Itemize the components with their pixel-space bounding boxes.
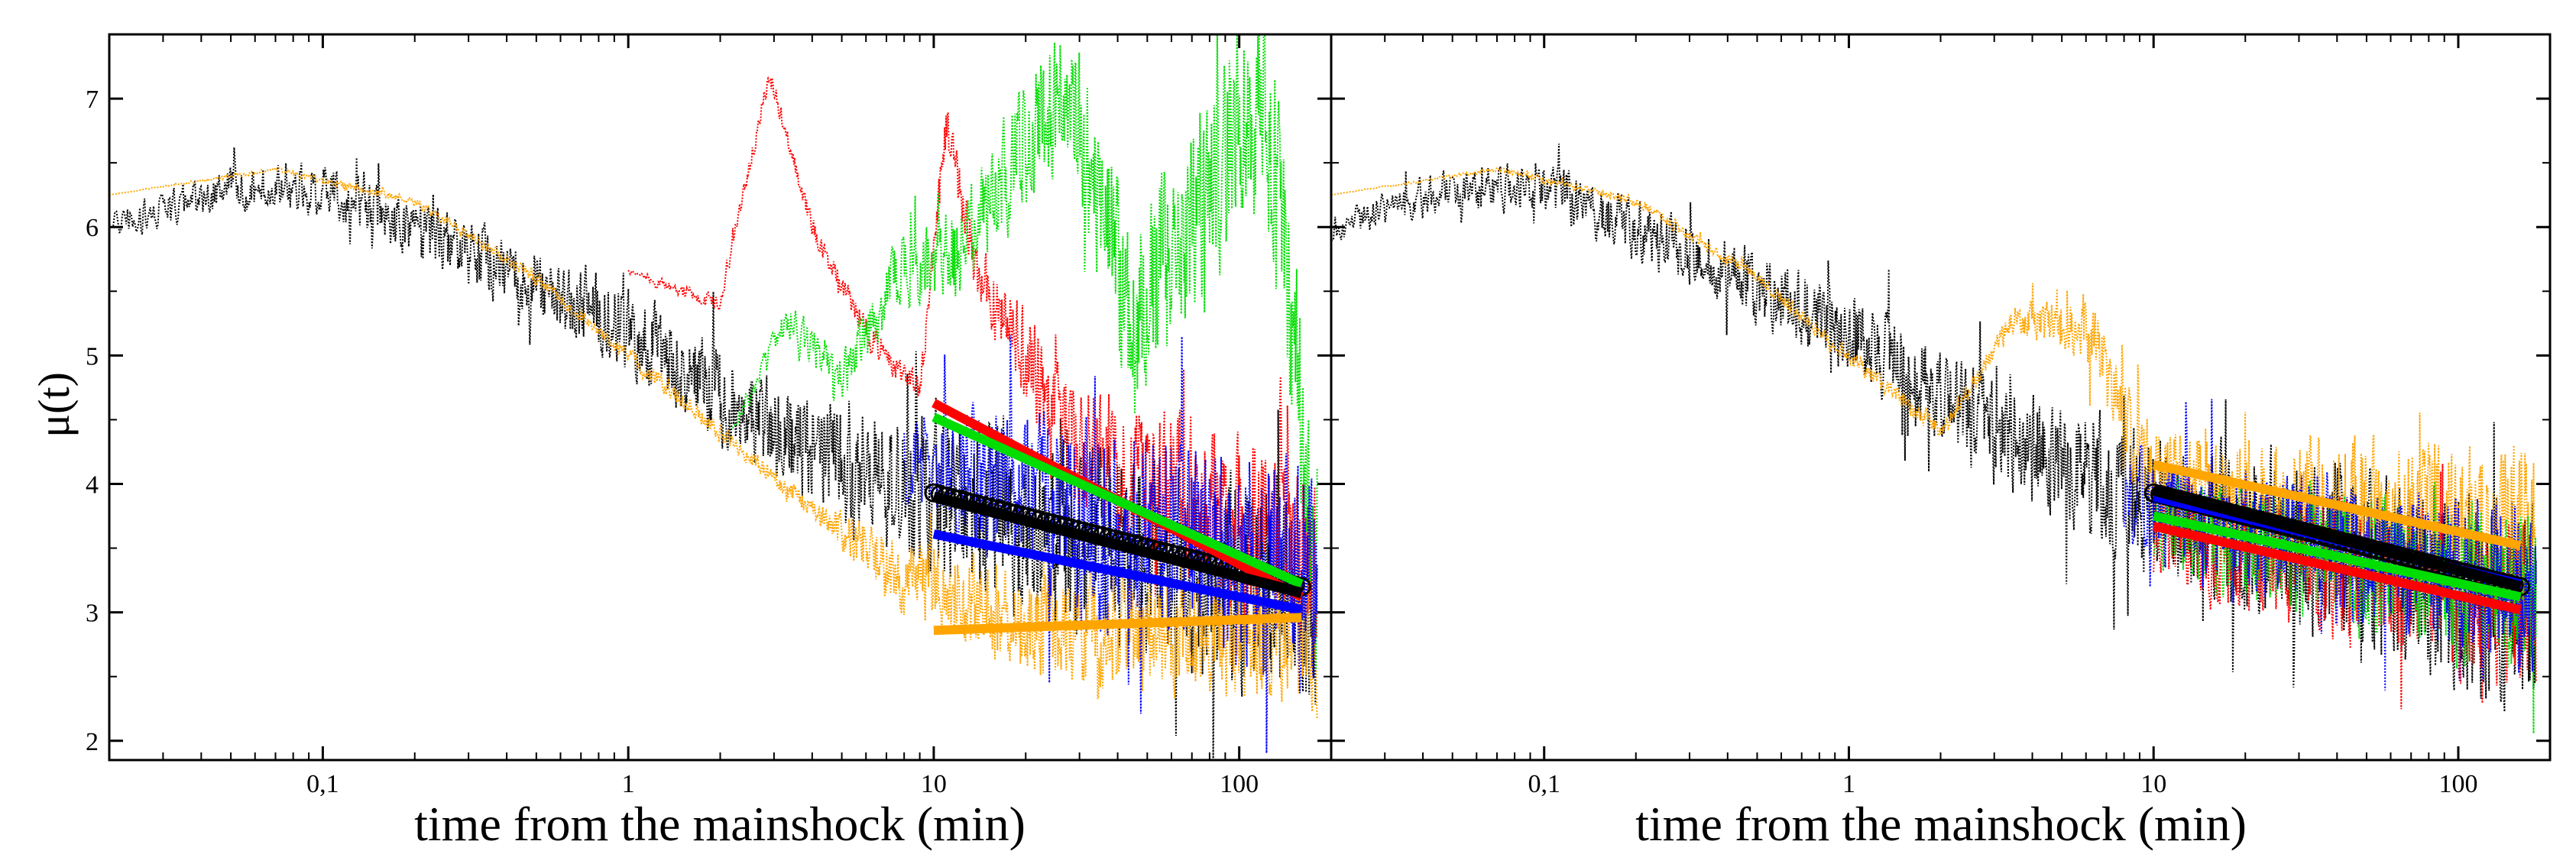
left-green-fit-line: [932, 412, 1304, 589]
right-x-tick-label: 100: [2438, 770, 2477, 798]
left-axis-ticks: 0,1 1 10 100 2 3 4 5 6 7: [86, 34, 1331, 798]
left-series-green-data: [732, 34, 1318, 670]
right-green-fit-line: [2152, 511, 2522, 602]
left-orange-fit-line: [933, 613, 1302, 636]
y-tick-label: 2: [86, 728, 99, 756]
right-plot-area: [1331, 144, 2537, 734]
right-orange-fit-line: [2152, 460, 2522, 551]
right-series-black-data: [1331, 144, 2537, 712]
right-x-axis-label: time from the mainshock (min): [1635, 797, 2247, 851]
right-series-green-data: [2153, 475, 2537, 734]
right-x-tick-label: 0,1: [1528, 770, 1560, 798]
y-tick-label: 3: [86, 600, 99, 628]
right-panel: 0,1 1 10 100 time from the mainshock (min): [1330, 33, 2552, 851]
right-series-blue-data: [2123, 399, 2537, 691]
left-x-tick-label: 10: [921, 770, 947, 798]
y-tick-label: 6: [86, 214, 99, 242]
y-tick-label: 7: [86, 86, 99, 114]
y-tick-label: 5: [86, 342, 99, 370]
left-blue-fit-line: [932, 529, 1303, 615]
left-black-fit-line: [932, 491, 1304, 599]
left-series-orange-data: [109, 167, 1318, 720]
left-x-axis-label: time from the mainshock (min): [414, 797, 1026, 851]
left-plot-area: [109, 34, 1318, 760]
left-x-tick-label: 0,1: [306, 770, 339, 798]
left-series-red-data: [627, 76, 1318, 643]
left-series-blue-data: [903, 335, 1318, 753]
left-x-tick-label: 100: [1220, 770, 1259, 798]
right-red-fit-line: [2152, 522, 2522, 615]
right-x-tick-label: 1: [1842, 770, 1855, 798]
right-black-fit-line: [2152, 485, 2523, 592]
left-panel: 0,1 1 10 100 2 3 4 5 6 7 μ(t) time from the mains…: [29, 33, 1333, 851]
right-x-tick-label: 10: [2140, 770, 2166, 798]
right-series-red-data: [2153, 464, 2537, 710]
right-axis-ticks: 0,1 1 10 100: [1331, 34, 2550, 798]
y-tick-label: 4: [86, 471, 99, 499]
y-axis-label: μ(t): [29, 372, 79, 438]
left-x-tick-label: 1: [622, 770, 635, 798]
